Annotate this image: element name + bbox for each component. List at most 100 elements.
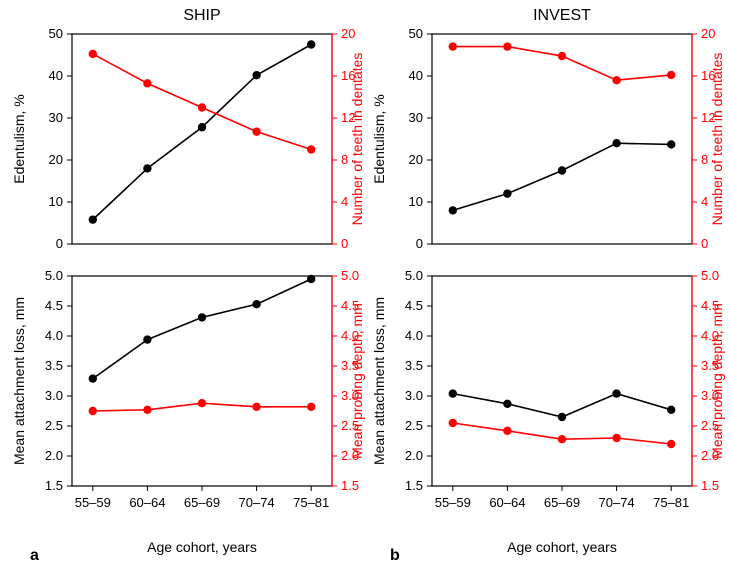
y-tick-label: 4.5 bbox=[45, 298, 63, 313]
y-axis-label-right: Number of teeth in dentates bbox=[709, 53, 725, 226]
x-tick-label: 70–74 bbox=[239, 495, 275, 510]
y-tick-label: 20 bbox=[409, 152, 423, 167]
series-point-invest-teeth bbox=[449, 42, 457, 50]
series-point-invest-probing bbox=[667, 440, 675, 448]
x-tick-label: 60–64 bbox=[489, 495, 525, 510]
y-axis-label-left: Edentulism, % bbox=[371, 94, 387, 183]
y-tick-label: 0 bbox=[341, 236, 348, 251]
x-tick-label: 60–64 bbox=[129, 495, 165, 510]
series-point-ship-attach bbox=[198, 313, 206, 321]
y-tick-label: 8 bbox=[701, 152, 708, 167]
y-tick-label: 20 bbox=[701, 26, 715, 41]
x-tick-label: 65–69 bbox=[184, 495, 220, 510]
y-tick-label: 0 bbox=[56, 236, 63, 251]
series-point-ship-attach bbox=[307, 275, 315, 283]
y-tick-label: 2.0 bbox=[45, 448, 63, 463]
series-point-invest-edentulism bbox=[612, 139, 620, 147]
series-point-ship-attach bbox=[252, 300, 260, 308]
panel-heading: INVEST bbox=[533, 7, 591, 24]
y-tick-label: 5.0 bbox=[341, 268, 359, 283]
series-point-ship-edentulism bbox=[89, 215, 97, 223]
series-point-invest-teeth bbox=[612, 76, 620, 84]
y-tick-label: 50 bbox=[49, 26, 63, 41]
y-tick-label: 4.0 bbox=[405, 328, 423, 343]
series-point-invest-attach bbox=[503, 400, 511, 408]
series-point-ship-attach bbox=[143, 335, 151, 343]
x-tick-label: 65–69 bbox=[544, 495, 580, 510]
series-point-ship-teeth bbox=[143, 79, 151, 87]
series-point-invest-attach bbox=[558, 413, 566, 421]
y-tick-label: 2.5 bbox=[45, 418, 63, 433]
y-axis-label-right: Mean probing depth, mm bbox=[349, 303, 365, 459]
y-tick-label: 3.5 bbox=[45, 358, 63, 373]
series-point-ship-edentulism bbox=[307, 40, 315, 48]
series-point-invest-attach bbox=[612, 389, 620, 397]
y-tick-label: 5.0 bbox=[701, 268, 719, 283]
series-point-invest-teeth bbox=[667, 71, 675, 79]
x-tick-label: 55–59 bbox=[75, 495, 111, 510]
series-point-invest-teeth bbox=[503, 42, 511, 50]
series-point-invest-teeth bbox=[558, 52, 566, 60]
series-point-invest-edentulism bbox=[558, 166, 566, 174]
series-point-ship-attach bbox=[89, 374, 97, 382]
panel-letter: b bbox=[390, 547, 400, 564]
series-point-ship-probing bbox=[198, 399, 206, 407]
y-axis-label-left: Edentulism, % bbox=[11, 94, 27, 183]
y-tick-label: 3.5 bbox=[405, 358, 423, 373]
y-tick-label: 3.0 bbox=[45, 388, 63, 403]
y-tick-label: 0 bbox=[701, 236, 708, 251]
series-point-invest-probing bbox=[503, 427, 511, 435]
series-point-invest-edentulism bbox=[503, 189, 511, 197]
y-tick-label: 30 bbox=[49, 110, 63, 125]
series-point-invest-probing bbox=[449, 419, 457, 427]
series-point-invest-probing bbox=[558, 435, 566, 443]
series-point-ship-probing bbox=[89, 407, 97, 415]
series-point-ship-teeth bbox=[89, 50, 97, 58]
y-tick-label: 2.0 bbox=[405, 448, 423, 463]
y-tick-label: 4 bbox=[341, 194, 348, 209]
y-tick-label: 5.0 bbox=[405, 268, 423, 283]
series-point-ship-edentulism bbox=[198, 123, 206, 131]
y-tick-label: 4.5 bbox=[405, 298, 423, 313]
y-axis-label-right: Number of teeth in dentates bbox=[349, 53, 365, 226]
y-tick-label: 2.5 bbox=[405, 418, 423, 433]
y-tick-label: 4 bbox=[701, 194, 708, 209]
series-point-ship-teeth bbox=[307, 145, 315, 153]
y-axis-label-left: Mean attachment loss, mm bbox=[11, 297, 27, 465]
series-point-invest-edentulism bbox=[667, 140, 675, 148]
figure-root: SHIPINVEST01020304050Edentulism, %010203… bbox=[0, 0, 729, 579]
x-tick-label: 75–81 bbox=[653, 495, 689, 510]
y-tick-label: 40 bbox=[409, 68, 423, 83]
y-tick-label: 8 bbox=[341, 152, 348, 167]
series-point-invest-attach bbox=[449, 389, 457, 397]
panel-letter: a bbox=[30, 547, 39, 564]
series-point-ship-edentulism bbox=[252, 71, 260, 79]
series-point-ship-probing bbox=[143, 406, 151, 414]
y-tick-label: 1.5 bbox=[45, 478, 63, 493]
y-tick-label: 3.0 bbox=[405, 388, 423, 403]
x-tick-label: 75–81 bbox=[293, 495, 329, 510]
series-point-invest-probing bbox=[612, 434, 620, 442]
y-tick-label: 1.5 bbox=[405, 478, 423, 493]
y-tick-label: 0 bbox=[416, 236, 423, 251]
y-axis-label-right: Mean probing depth, mm bbox=[709, 303, 725, 459]
y-tick-label: 20 bbox=[341, 26, 355, 41]
panel-heading: SHIP bbox=[183, 7, 220, 24]
y-tick-label: 5.0 bbox=[45, 268, 63, 283]
y-tick-label: 1.5 bbox=[701, 478, 719, 493]
y-tick-label: 30 bbox=[409, 110, 423, 125]
series-point-ship-edentulism bbox=[143, 164, 151, 172]
y-tick-label: 4.0 bbox=[45, 328, 63, 343]
series-point-ship-teeth bbox=[252, 127, 260, 135]
series-point-ship-probing bbox=[307, 403, 315, 411]
series-point-invest-attach bbox=[667, 406, 675, 414]
series-point-invest-edentulism bbox=[449, 206, 457, 214]
series-point-ship-teeth bbox=[198, 103, 206, 111]
y-tick-label: 10 bbox=[49, 194, 63, 209]
x-tick-label: 70–74 bbox=[599, 495, 635, 510]
y-tick-label: 20 bbox=[49, 152, 63, 167]
x-axis-label: Age cohort, years bbox=[507, 539, 617, 555]
y-tick-label: 50 bbox=[409, 26, 423, 41]
x-tick-label: 55–59 bbox=[435, 495, 471, 510]
series-point-ship-probing bbox=[252, 403, 260, 411]
